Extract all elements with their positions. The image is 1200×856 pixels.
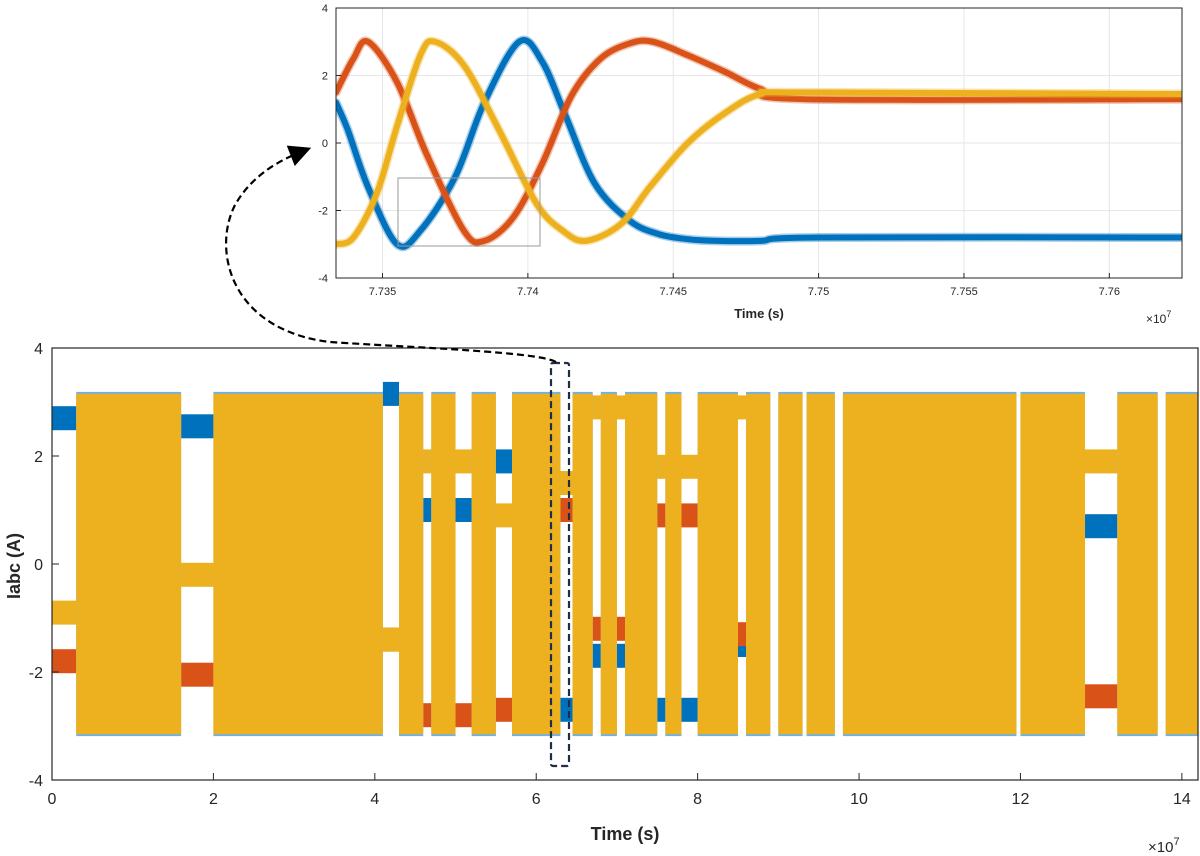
main-y-tick-label-3: 2 — [34, 449, 43, 466]
main-y-ticks: -4 -2 0 2 4 — [29, 341, 59, 790]
main-dc-block-1-ib — [181, 662, 214, 687]
main-x-tick-label-4: 8 — [693, 791, 702, 808]
main-y-tick-label-2: 0 — [34, 557, 43, 574]
main-dc-block-6-ic — [560, 471, 573, 495]
main-dc-block-0-ia — [52, 406, 77, 431]
main-dc-block-2-ia — [382, 381, 400, 406]
main-dc-block-3-ib — [423, 703, 432, 728]
main-envelope-1 — [213, 393, 383, 735]
zoom-y-ticks: -4 -2 0 2 4 — [318, 3, 341, 285]
main-envelope-2 — [399, 393, 424, 735]
main-envelope-14 — [842, 393, 1017, 735]
zoom-x-tick-label-5: 7.76 — [1099, 286, 1120, 298]
main-envelope-3 — [431, 393, 456, 735]
main-dc-block-10-ic — [681, 454, 698, 479]
main-dc-block-3-ia — [423, 498, 432, 522]
main-envelope-8 — [625, 393, 658, 735]
main-dc-block-6-ia — [560, 697, 573, 722]
zoom-y-tick-label-2: 0 — [322, 138, 328, 150]
zoom-x-axis-label: Time (s) — [734, 306, 784, 321]
zoom-x-ticks: 7.735 7.74 7.745 7.75 7.755 7.76 — [369, 273, 1120, 298]
main-x-tick-label-6: 12 — [1012, 791, 1030, 808]
main-dc-block-1-ic — [181, 562, 214, 587]
main-dc-block-5-ib — [495, 697, 513, 722]
main-dc-block-12-ia — [1085, 514, 1118, 539]
main-dc-block-8-ib — [616, 616, 625, 641]
main-y-tick-label-1: -2 — [29, 665, 43, 682]
zoom-x-tick-label-0: 7.735 — [369, 286, 397, 298]
main-dc-block-9-ic — [657, 454, 666, 479]
main-envelope-6 — [572, 393, 593, 735]
zoom-region-highlight — [549, 361, 571, 768]
main-dc-block-5-ic — [495, 503, 513, 528]
main-dc-block-10-ia — [681, 697, 698, 722]
main-dc-block-5-ia — [495, 449, 513, 474]
main-dc-block-12-ib — [1085, 684, 1118, 709]
main-envelope-0 — [76, 393, 182, 735]
main-x-tick-label-1: 2 — [209, 791, 218, 808]
main-dc-block-4-ic — [455, 449, 472, 474]
zoom-x-tick-label-2: 7.745 — [659, 286, 687, 298]
main-envelope-12 — [778, 393, 803, 735]
main-dc-block-9-ib — [657, 503, 666, 528]
main-dc-block-4-ia — [455, 498, 472, 522]
main-plot: 0 2 4 6 8 10 12 14 -4 -2 0 2 4 Time (s) Iabc (A) ×1… — [4, 341, 1199, 856]
main-x-exponent: ×107 — [1148, 836, 1180, 856]
main-x-tick-label-2: 4 — [370, 791, 379, 808]
main-envelope-5 — [512, 393, 561, 735]
zoom-connector-arrow — [224, 145, 557, 363]
main-dc-block-11-ib — [737, 622, 747, 647]
zoom-series-group — [336, 35, 1182, 252]
main-x-ticks: 0 2 4 6 8 10 12 14 — [48, 773, 1191, 808]
main-x-tick-label-3: 6 — [532, 791, 541, 808]
main-envelope-9 — [665, 393, 682, 735]
main-y-tick-label-0: -4 — [29, 773, 43, 790]
zoom-series-ic-line — [336, 38, 1182, 248]
main-dc-block-0-ic — [52, 600, 77, 625]
main-envelope-10 — [697, 393, 738, 735]
main-dc-block-7-ia — [592, 643, 601, 668]
zoom-x-exponent: ×107 — [1146, 309, 1171, 326]
main-dc-block-2-ic — [382, 627, 400, 652]
main-dc-block-4-ib — [455, 703, 472, 728]
main-envelope-16 — [1117, 393, 1158, 735]
main-envelope-4 — [471, 393, 496, 735]
zoom-y-tick-label-4: 4 — [322, 3, 328, 15]
main-dc-block-10-ib — [681, 503, 698, 528]
zoom-y-tick-label-3: 2 — [322, 71, 328, 83]
main-envelope-7 — [600, 393, 617, 735]
main-dc-block-1-ia — [181, 414, 214, 439]
zoom-inset-box — [397, 177, 541, 247]
zoom-x-tick-label-4: 7.755 — [950, 286, 978, 298]
zoom-y-tick-label-1: -2 — [318, 206, 328, 218]
main-y-axis-label: Iabc (A) — [4, 533, 24, 599]
main-dc-block-11-ic — [737, 395, 747, 420]
main-dc-block-12-ic — [1085, 449, 1118, 474]
main-dc-block-7-ib — [592, 616, 601, 641]
main-dc-block-9-ia — [657, 697, 666, 722]
main-dc-block-3-ic — [423, 449, 432, 474]
main-x-tick-label-7: 14 — [1173, 791, 1191, 808]
main-envelope-17 — [1165, 393, 1198, 735]
zoom-series-ia-line — [336, 37, 1182, 250]
main-dc-block-0-ib — [52, 649, 77, 674]
main-dc-block-7-ic — [592, 395, 601, 420]
main-x-tick-label-5: 10 — [850, 791, 868, 808]
zoom-plot: 7.735 7.74 7.745 7.75 7.755 7.76 -4 -2 0 2 4 Time… — [318, 3, 1183, 326]
main-x-tick-label-0: 0 — [48, 791, 57, 808]
main-dc-block-6-ib — [560, 498, 573, 522]
zoom-y-tick-label-0: -4 — [318, 273, 328, 285]
main-x-axis-label: Time (s) — [591, 824, 660, 844]
main-dc-block-8-ia — [616, 643, 625, 668]
main-series-group — [52, 381, 1198, 737]
main-envelope-13 — [806, 393, 835, 735]
main-envelope-11 — [746, 393, 771, 735]
zoom-x-tick-label-3: 7.75 — [808, 286, 829, 298]
main-envelope-15 — [1020, 393, 1086, 735]
zoom-x-tick-label-1: 7.74 — [517, 286, 538, 298]
main-dc-block-8-ic — [616, 395, 625, 420]
main-y-tick-label-4: 4 — [34, 341, 43, 358]
